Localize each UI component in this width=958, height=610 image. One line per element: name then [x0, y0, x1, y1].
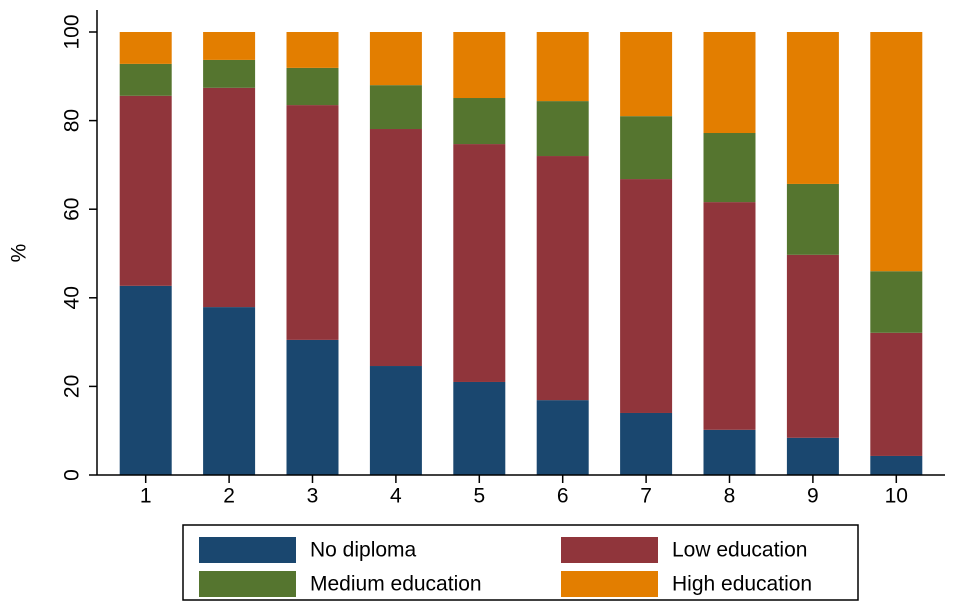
x-tick-label: 4 [390, 485, 402, 508]
bar-segment [453, 144, 506, 382]
y-tick-label: 80 [61, 109, 84, 132]
bar-segment [786, 183, 839, 255]
bar-segment [870, 332, 923, 456]
bar-segment [703, 202, 756, 430]
bar-segment [203, 307, 256, 475]
bar-segment [703, 133, 756, 203]
legend-label: Medium education [310, 573, 482, 596]
y-tick-label: 100 [61, 14, 84, 49]
bar-segment [620, 116, 673, 180]
y-tick-label: 0 [61, 469, 84, 481]
bar-segment [286, 67, 339, 106]
bar-segment [119, 285, 172, 475]
bar-segment [870, 455, 923, 475]
legend-swatch [199, 571, 296, 597]
bar-segment [119, 63, 172, 96]
bar-segment [870, 32, 923, 272]
bar-segment [870, 271, 923, 333]
bar-segment [620, 179, 673, 413]
legend-label: No diploma [310, 539, 417, 562]
bar-segment [286, 339, 339, 475]
bar-segment [536, 32, 589, 102]
legend-label: Low education [672, 539, 807, 562]
bar-segment [453, 98, 506, 145]
bar-segment [369, 366, 422, 475]
legend-swatch [561, 571, 658, 597]
bar-segment [203, 87, 256, 308]
bar-segment [703, 429, 756, 475]
x-tick-label: 2 [223, 485, 235, 508]
x-tick-label: 5 [473, 485, 485, 508]
bar-segment [620, 412, 673, 475]
x-tick-label: 10 [885, 485, 908, 508]
y-tick-label: 60 [61, 198, 84, 221]
bar-segment [203, 59, 256, 88]
legend-swatch [199, 537, 296, 563]
bar-segment [536, 156, 589, 401]
bar-segment [119, 95, 172, 286]
bar-segment [369, 85, 422, 130]
bar-segment [786, 437, 839, 475]
y-axis-label: % [8, 244, 31, 263]
bar-segment [536, 101, 589, 157]
bar-segment [786, 32, 839, 184]
x-tick-label: 8 [724, 485, 736, 508]
bar-segment [620, 32, 673, 117]
y-tick-label: 40 [61, 286, 84, 309]
bar-segment [286, 105, 339, 340]
bar-segment [786, 254, 839, 438]
bar-segment [369, 32, 422, 86]
y-tick-label: 20 [61, 375, 84, 398]
bar-segment [536, 400, 589, 475]
x-tick-label: 3 [307, 485, 319, 508]
legend-label: High education [672, 573, 812, 596]
legend-swatch [561, 537, 658, 563]
bar-segment [453, 32, 506, 99]
bar-segment [203, 32, 256, 60]
bar-segment [286, 32, 339, 68]
x-tick-label: 9 [807, 485, 819, 508]
bar-segment [119, 32, 172, 64]
legend-box [182, 524, 859, 601]
bar-segment [453, 381, 506, 475]
bar-segment [369, 129, 422, 367]
x-tick-label: 6 [557, 485, 569, 508]
bar-segment [703, 32, 756, 134]
x-tick-label: 1 [140, 485, 152, 508]
x-tick-label: 7 [640, 485, 652, 508]
